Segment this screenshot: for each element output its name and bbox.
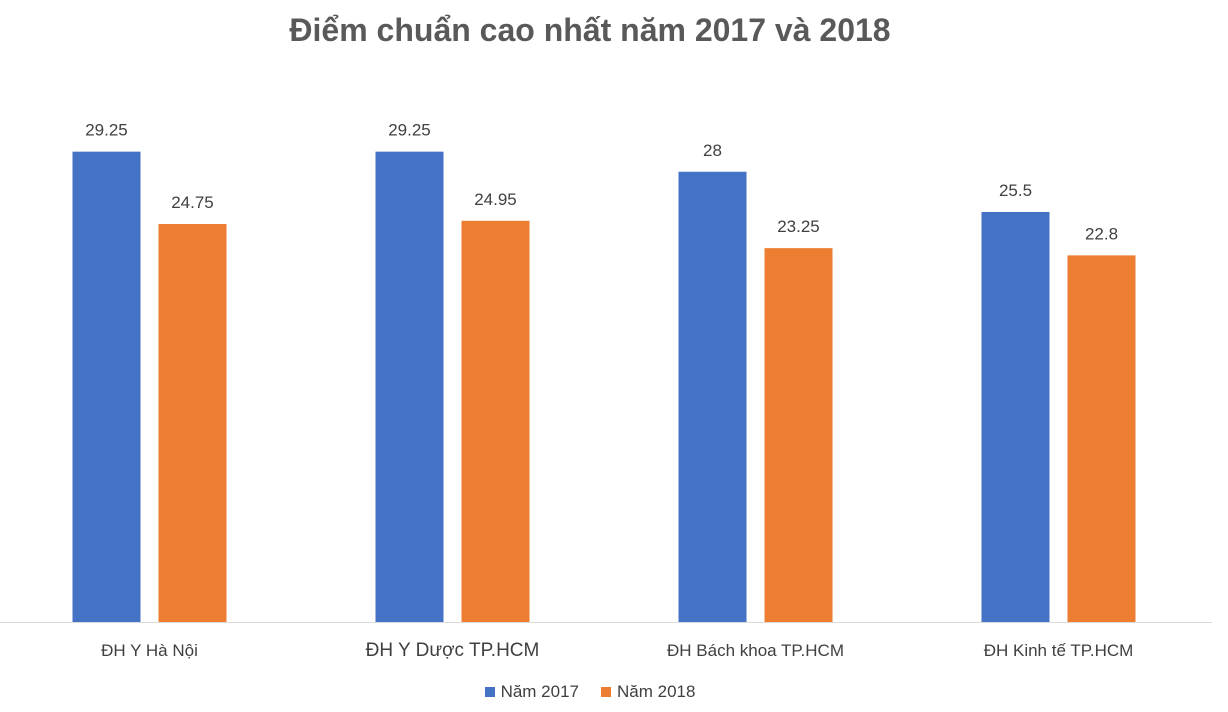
category-label-2: ĐH Bách khoa TP.HCM	[667, 641, 844, 660]
bar-2017-3	[981, 211, 1050, 622]
data-label-2018-3: 22.8	[1085, 224, 1118, 243]
category-label-3: ĐH Kinh tế TP.HCM	[984, 641, 1134, 660]
chart-title: Điểm chuẩn cao nhất năm 2017 và 2018	[289, 12, 891, 48]
data-label-2017-2: 28	[703, 141, 722, 160]
legend: Năm 2017 Năm 2018	[0, 682, 1180, 702]
bar-2018-0	[158, 224, 227, 622]
legend-swatch-2017	[484, 687, 495, 697]
legend-label-2018: Năm 2018	[617, 682, 696, 701]
bar-2018-1	[461, 220, 530, 622]
category-label-1: ĐH Y Dược TP.HCM	[366, 640, 540, 661]
data-label-2017-3: 25.5	[999, 181, 1032, 200]
legend-item-2018: Năm 2018	[601, 682, 695, 702]
bar-2018-2	[764, 248, 833, 622]
category-label-0: ĐH Y Hà Nội	[101, 641, 198, 660]
data-label-2018-2: 23.25	[777, 217, 820, 236]
bar-2017-0	[72, 151, 141, 622]
legend-item-2017: Năm 2017	[484, 682, 579, 702]
data-label-2017-1: 29.25	[388, 121, 431, 140]
bar-2017-1	[375, 151, 444, 622]
legend-swatch-2018	[601, 687, 611, 697]
bar-2017-2	[678, 171, 747, 622]
bar-2018-3	[1067, 255, 1136, 622]
data-label-2018-1: 24.95	[474, 190, 517, 209]
data-label-2017-0: 29.25	[85, 121, 128, 140]
legend-label-2017: Năm 2017	[500, 682, 579, 701]
data-label-2018-0: 24.75	[171, 193, 214, 212]
